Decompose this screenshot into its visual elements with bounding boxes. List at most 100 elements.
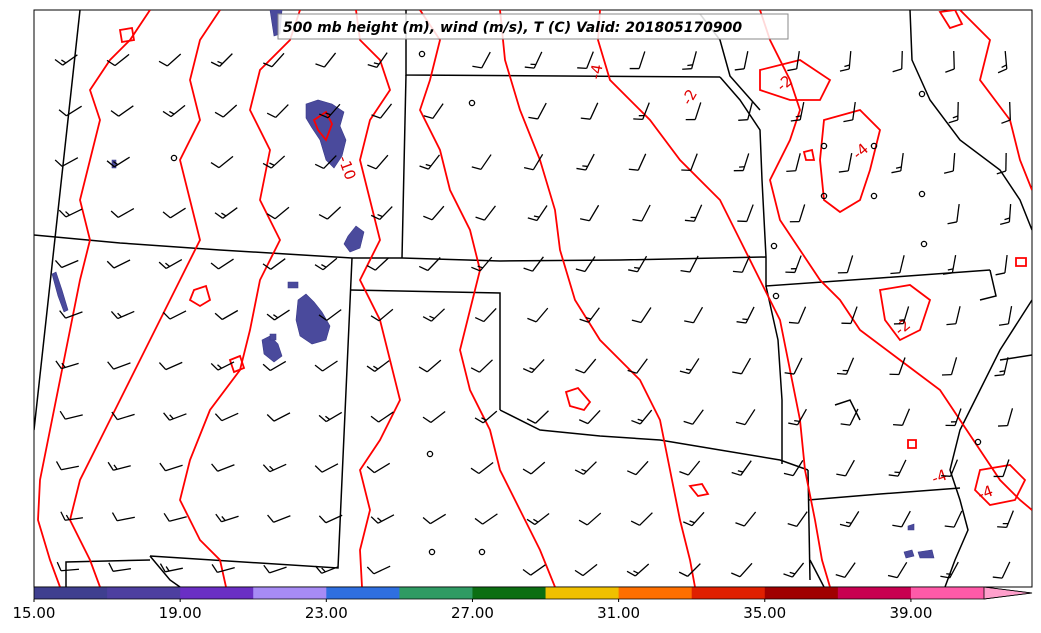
wind-barb bbox=[836, 357, 855, 375]
wind-barb bbox=[790, 102, 805, 122]
calm-wind-circle bbox=[426, 450, 434, 458]
wind-barb bbox=[211, 564, 235, 573]
wind-barb bbox=[106, 53, 130, 67]
wind-barb bbox=[731, 562, 753, 578]
wind-barb bbox=[889, 357, 906, 376]
wind-barb bbox=[683, 511, 705, 527]
wind-barb bbox=[266, 104, 289, 118]
wind-barb bbox=[371, 103, 393, 119]
colorbar-segment bbox=[399, 587, 473, 599]
wind-barb bbox=[887, 561, 908, 579]
wind-barb bbox=[627, 358, 648, 374]
wind-barb bbox=[576, 153, 595, 171]
wind-barb bbox=[110, 310, 135, 320]
calm-wind-circle bbox=[478, 548, 486, 556]
wind-barb bbox=[945, 50, 955, 73]
wind-barb bbox=[210, 155, 234, 169]
wind-barb bbox=[888, 459, 907, 477]
wind-barb bbox=[262, 360, 287, 372]
wind-barb bbox=[59, 410, 83, 420]
wind-barb bbox=[837, 255, 854, 274]
wind-barb bbox=[423, 103, 444, 120]
colorbar-tick-label: 19.00 bbox=[159, 604, 202, 622]
wind-barb bbox=[678, 563, 701, 577]
wind-barb bbox=[734, 51, 749, 71]
wind-barb bbox=[633, 102, 650, 121]
wind-barb bbox=[471, 154, 492, 171]
wind-barb bbox=[891, 152, 904, 174]
wind-barb bbox=[418, 257, 441, 272]
wind-barb bbox=[210, 53, 233, 67]
wind-barb bbox=[472, 51, 491, 69]
wind-barb bbox=[578, 512, 602, 526]
wind-barb bbox=[835, 562, 856, 578]
wind-barb bbox=[318, 206, 342, 220]
wind-barb bbox=[262, 258, 286, 270]
colorbar-tick-labels: 15.00 19.00 23.00 27.00 31.00 35.00 39.00 bbox=[13, 599, 932, 622]
calm-wind-circle bbox=[870, 142, 878, 150]
wind-barb bbox=[940, 561, 959, 579]
wind-barb bbox=[422, 411, 446, 423]
wind-barb bbox=[631, 307, 652, 324]
colorbar-segment bbox=[180, 587, 254, 599]
calm-wind-circle bbox=[918, 90, 926, 98]
wind-barb bbox=[732, 255, 751, 273]
map-title-text: 500 mb height (m), wind (m/s), T (C) Val… bbox=[283, 20, 742, 36]
wind-barb bbox=[839, 50, 852, 72]
wind-barb bbox=[55, 360, 79, 370]
wind-barb bbox=[684, 306, 704, 324]
contour-label: -4 bbox=[975, 482, 995, 504]
wind-barb bbox=[683, 409, 704, 425]
wind-barb bbox=[893, 408, 911, 426]
wind-barb bbox=[522, 358, 545, 374]
wind-barb bbox=[214, 207, 238, 219]
wind-barb bbox=[163, 412, 187, 421]
wind-barb bbox=[735, 409, 756, 426]
wind-barb bbox=[524, 51, 543, 69]
wind-barb bbox=[111, 512, 135, 522]
wind-barb bbox=[631, 409, 653, 425]
wind-barb bbox=[526, 410, 549, 424]
wind-barb bbox=[471, 256, 493, 272]
wind-barb bbox=[58, 105, 82, 117]
wind-barb bbox=[575, 358, 597, 374]
calm-wind-circle bbox=[920, 240, 928, 248]
wind-barb bbox=[370, 206, 393, 221]
wind-barb bbox=[314, 463, 339, 473]
wind-barb bbox=[733, 153, 750, 172]
wind-barb bbox=[942, 255, 957, 275]
wind-barb bbox=[789, 204, 806, 223]
wind-barb bbox=[111, 411, 135, 421]
wind-barb bbox=[266, 412, 291, 422]
wind-barb bbox=[783, 460, 804, 477]
wind-barb bbox=[319, 103, 341, 119]
map-title-box bbox=[277, 13, 789, 40]
wind-barb bbox=[628, 255, 648, 273]
wind-barb bbox=[418, 359, 442, 373]
colorbar-segment bbox=[691, 587, 766, 599]
wind-barb bbox=[630, 512, 653, 526]
wind-barb bbox=[422, 308, 445, 322]
wind-barb bbox=[366, 360, 390, 372]
colorbar-tick-label: 27.00 bbox=[451, 604, 494, 622]
wind-barb bbox=[159, 462, 183, 472]
wind-barb bbox=[214, 104, 238, 118]
wind-barb bbox=[314, 155, 337, 170]
wind-barb bbox=[787, 511, 808, 527]
wind-barb bbox=[737, 204, 754, 223]
wind-barb bbox=[158, 361, 183, 371]
wind-barb bbox=[680, 255, 699, 273]
wind-barb bbox=[574, 563, 598, 577]
wind-barb bbox=[106, 259, 131, 269]
wind-barb bbox=[314, 257, 338, 271]
wind-barb bbox=[788, 306, 807, 324]
wind-barb bbox=[110, 105, 134, 117]
wind-barb bbox=[470, 359, 493, 373]
wind-barb bbox=[214, 309, 239, 321]
wind-barb bbox=[315, 52, 337, 68]
wind-barb bbox=[267, 514, 291, 523]
wind-barb bbox=[786, 153, 801, 173]
wind-barb bbox=[681, 153, 698, 172]
wind-barb bbox=[159, 563, 183, 573]
wind-barb bbox=[892, 510, 911, 528]
